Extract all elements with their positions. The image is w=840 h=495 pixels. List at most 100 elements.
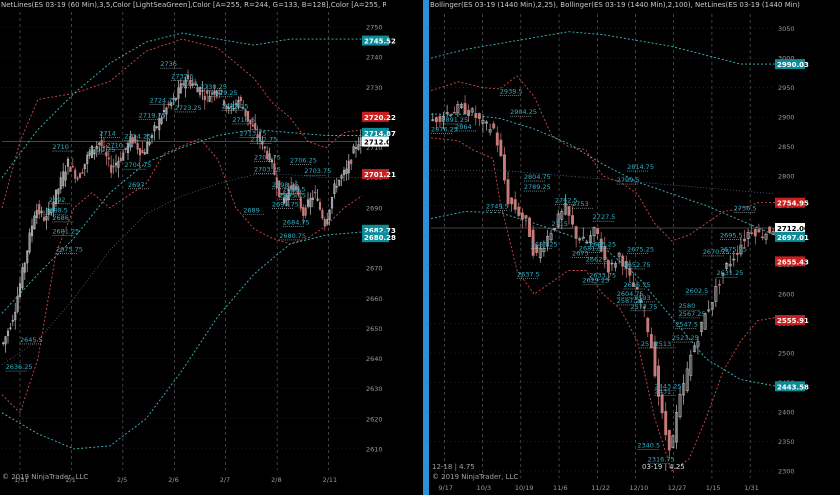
price-axis-tag-label: 2701.21 <box>364 171 396 179</box>
candle-body <box>667 429 671 451</box>
candle-body <box>146 141 149 154</box>
netline-value-label: 2431 <box>655 388 672 396</box>
candle-body <box>138 148 142 156</box>
y-tick-label: 2650 <box>366 325 383 333</box>
y-tick-label: 2630 <box>366 385 383 393</box>
candle-body <box>710 301 714 310</box>
netline-value-label: 2587.25 <box>617 297 644 305</box>
candle-body <box>28 232 31 253</box>
candle-body <box>434 117 438 123</box>
candle-body <box>14 311 17 321</box>
candle-body <box>110 164 113 173</box>
candle-body <box>503 154 506 181</box>
candle-body <box>574 226 578 239</box>
x-tick-label: 10/3 <box>477 484 492 492</box>
price-axis-tag-label: 2443.58 <box>777 383 809 391</box>
x-tick-label: 2/5 <box>117 476 127 484</box>
candle-body <box>186 74 190 80</box>
x-tick-label: 11/6 <box>553 484 568 492</box>
y-tick-label: 2400 <box>778 408 795 416</box>
indicator-header: NetLines(ES 03-19 (60 Min),3,5,Color [Li… <box>1 1 386 9</box>
candle-body <box>136 143 139 150</box>
netline-value-label: 2690.75 <box>272 200 299 208</box>
candle-body <box>4 336 7 345</box>
candle-body <box>646 317 650 333</box>
candle-body <box>266 150 269 160</box>
panel-splitter[interactable] <box>423 0 429 495</box>
candle-body <box>270 159 274 163</box>
candle-body <box>330 197 334 209</box>
candle-body <box>155 126 158 128</box>
price-axis-tag-label: 2712.00 <box>777 225 809 233</box>
candle-body <box>492 123 496 129</box>
candle-body <box>323 219 326 227</box>
candle-body <box>743 238 746 242</box>
candle-body <box>671 435 675 449</box>
x-tick-label: 2/11 <box>323 476 338 484</box>
candle-body <box>210 92 214 94</box>
bollinger-lower-100 <box>1 231 363 450</box>
x-tick-label: 10/19 <box>515 484 534 492</box>
chart-panel-es-1440min[interactable]: 2300235024002450250025502600265027002750… <box>429 0 840 495</box>
netline-value-label: 2710.75 <box>106 142 133 150</box>
netline-value-label: 2652.75 <box>624 261 651 269</box>
netline-value-label: 2762.5 <box>555 197 578 205</box>
candle-body <box>230 106 233 108</box>
y-tick-label: 2690 <box>366 204 383 212</box>
price-axis-tag <box>775 231 805 242</box>
candle-body <box>134 135 137 143</box>
netline-value-label: 2593 <box>634 294 651 302</box>
candle-body <box>725 263 729 269</box>
candle-body <box>16 296 19 312</box>
price-axis-tag <box>775 197 805 208</box>
netline-value-label: 2670.75 <box>703 248 730 256</box>
candle-body <box>635 287 639 290</box>
candle-body <box>567 206 571 216</box>
candle-body <box>359 137 362 147</box>
candle-body <box>481 119 485 124</box>
candle-body <box>30 225 34 237</box>
price-axis-tag-label: 2555.91 <box>777 317 809 325</box>
candle-body <box>299 197 302 209</box>
candle-body <box>739 244 743 255</box>
candle-body <box>685 368 689 391</box>
bollinger-mid-25 <box>431 169 776 195</box>
candle-body <box>83 163 86 170</box>
netline-value-label: 2719.75 <box>139 111 166 119</box>
y-tick-label: 2660 <box>366 295 383 303</box>
candle-body <box>158 118 161 131</box>
candle-body <box>117 160 120 168</box>
price-axis-tag-label: 2754.95 <box>777 200 809 208</box>
candle-body <box>538 247 542 259</box>
candle-body <box>150 135 154 138</box>
chart-canvas[interactable]: 2610262026302640265026602670268026902700… <box>0 0 423 495</box>
candle-body <box>617 252 621 257</box>
candle-body <box>340 175 343 179</box>
crosshair-time-label: 03-19 | 4.25 <box>642 463 685 471</box>
candle-body <box>50 211 53 214</box>
netline-value-label: 2689 <box>243 206 260 214</box>
candle-body <box>304 207 307 216</box>
candle-body <box>81 172 84 174</box>
chart-canvas[interactable]: 2300235024002450250025502600265027002750… <box>429 0 840 495</box>
candle-body <box>653 341 657 377</box>
chart-panel-es-60min[interactable]: 2610262026302640265026602670268026902700… <box>0 0 423 495</box>
netline-value-label: 2729.25 <box>211 89 238 97</box>
candle-body <box>189 80 192 87</box>
candle-body <box>172 97 175 101</box>
candle-body <box>287 189 290 201</box>
y-tick-label: 3000 <box>778 55 795 63</box>
netline-value-label: 2799.5 <box>617 176 640 184</box>
netline-value-label: 2675.75 <box>56 246 83 254</box>
netline-value-label: 2814.75 <box>627 163 654 171</box>
y-tick-label: 2670 <box>366 265 383 273</box>
candle-body <box>499 139 503 157</box>
candle-body <box>463 103 467 115</box>
netline-value-label: 2736.5 <box>734 204 757 212</box>
price-axis-tag-label: 2990.03 <box>777 61 809 69</box>
candle-body <box>2 342 5 344</box>
netline-value-label: 2804.75 <box>524 173 551 181</box>
netline-value-label: 2662.5 <box>586 256 609 264</box>
candle-body <box>553 228 557 230</box>
candle-body <box>703 313 707 330</box>
